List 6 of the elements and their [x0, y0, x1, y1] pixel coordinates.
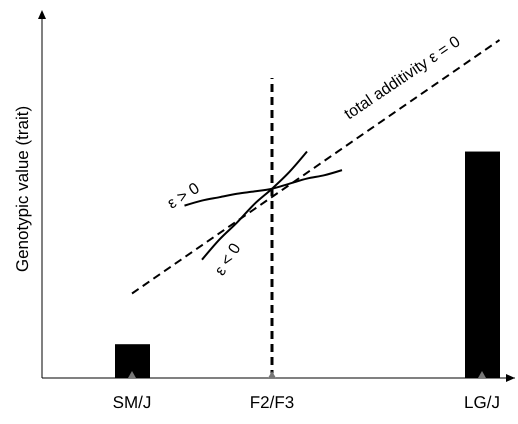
x-tick-label: SM/J [112, 393, 152, 412]
annotation: ε > 0 [164, 180, 203, 212]
annotation: ε < 0 [212, 240, 245, 279]
x-tick-label: F2/F3 [250, 393, 294, 412]
y-axis-title: Genotypic value (trait) [13, 106, 32, 272]
x-tick-label: LG/J [464, 393, 500, 412]
